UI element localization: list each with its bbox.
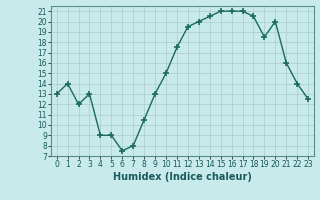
X-axis label: Humidex (Indice chaleur): Humidex (Indice chaleur) — [113, 172, 252, 182]
